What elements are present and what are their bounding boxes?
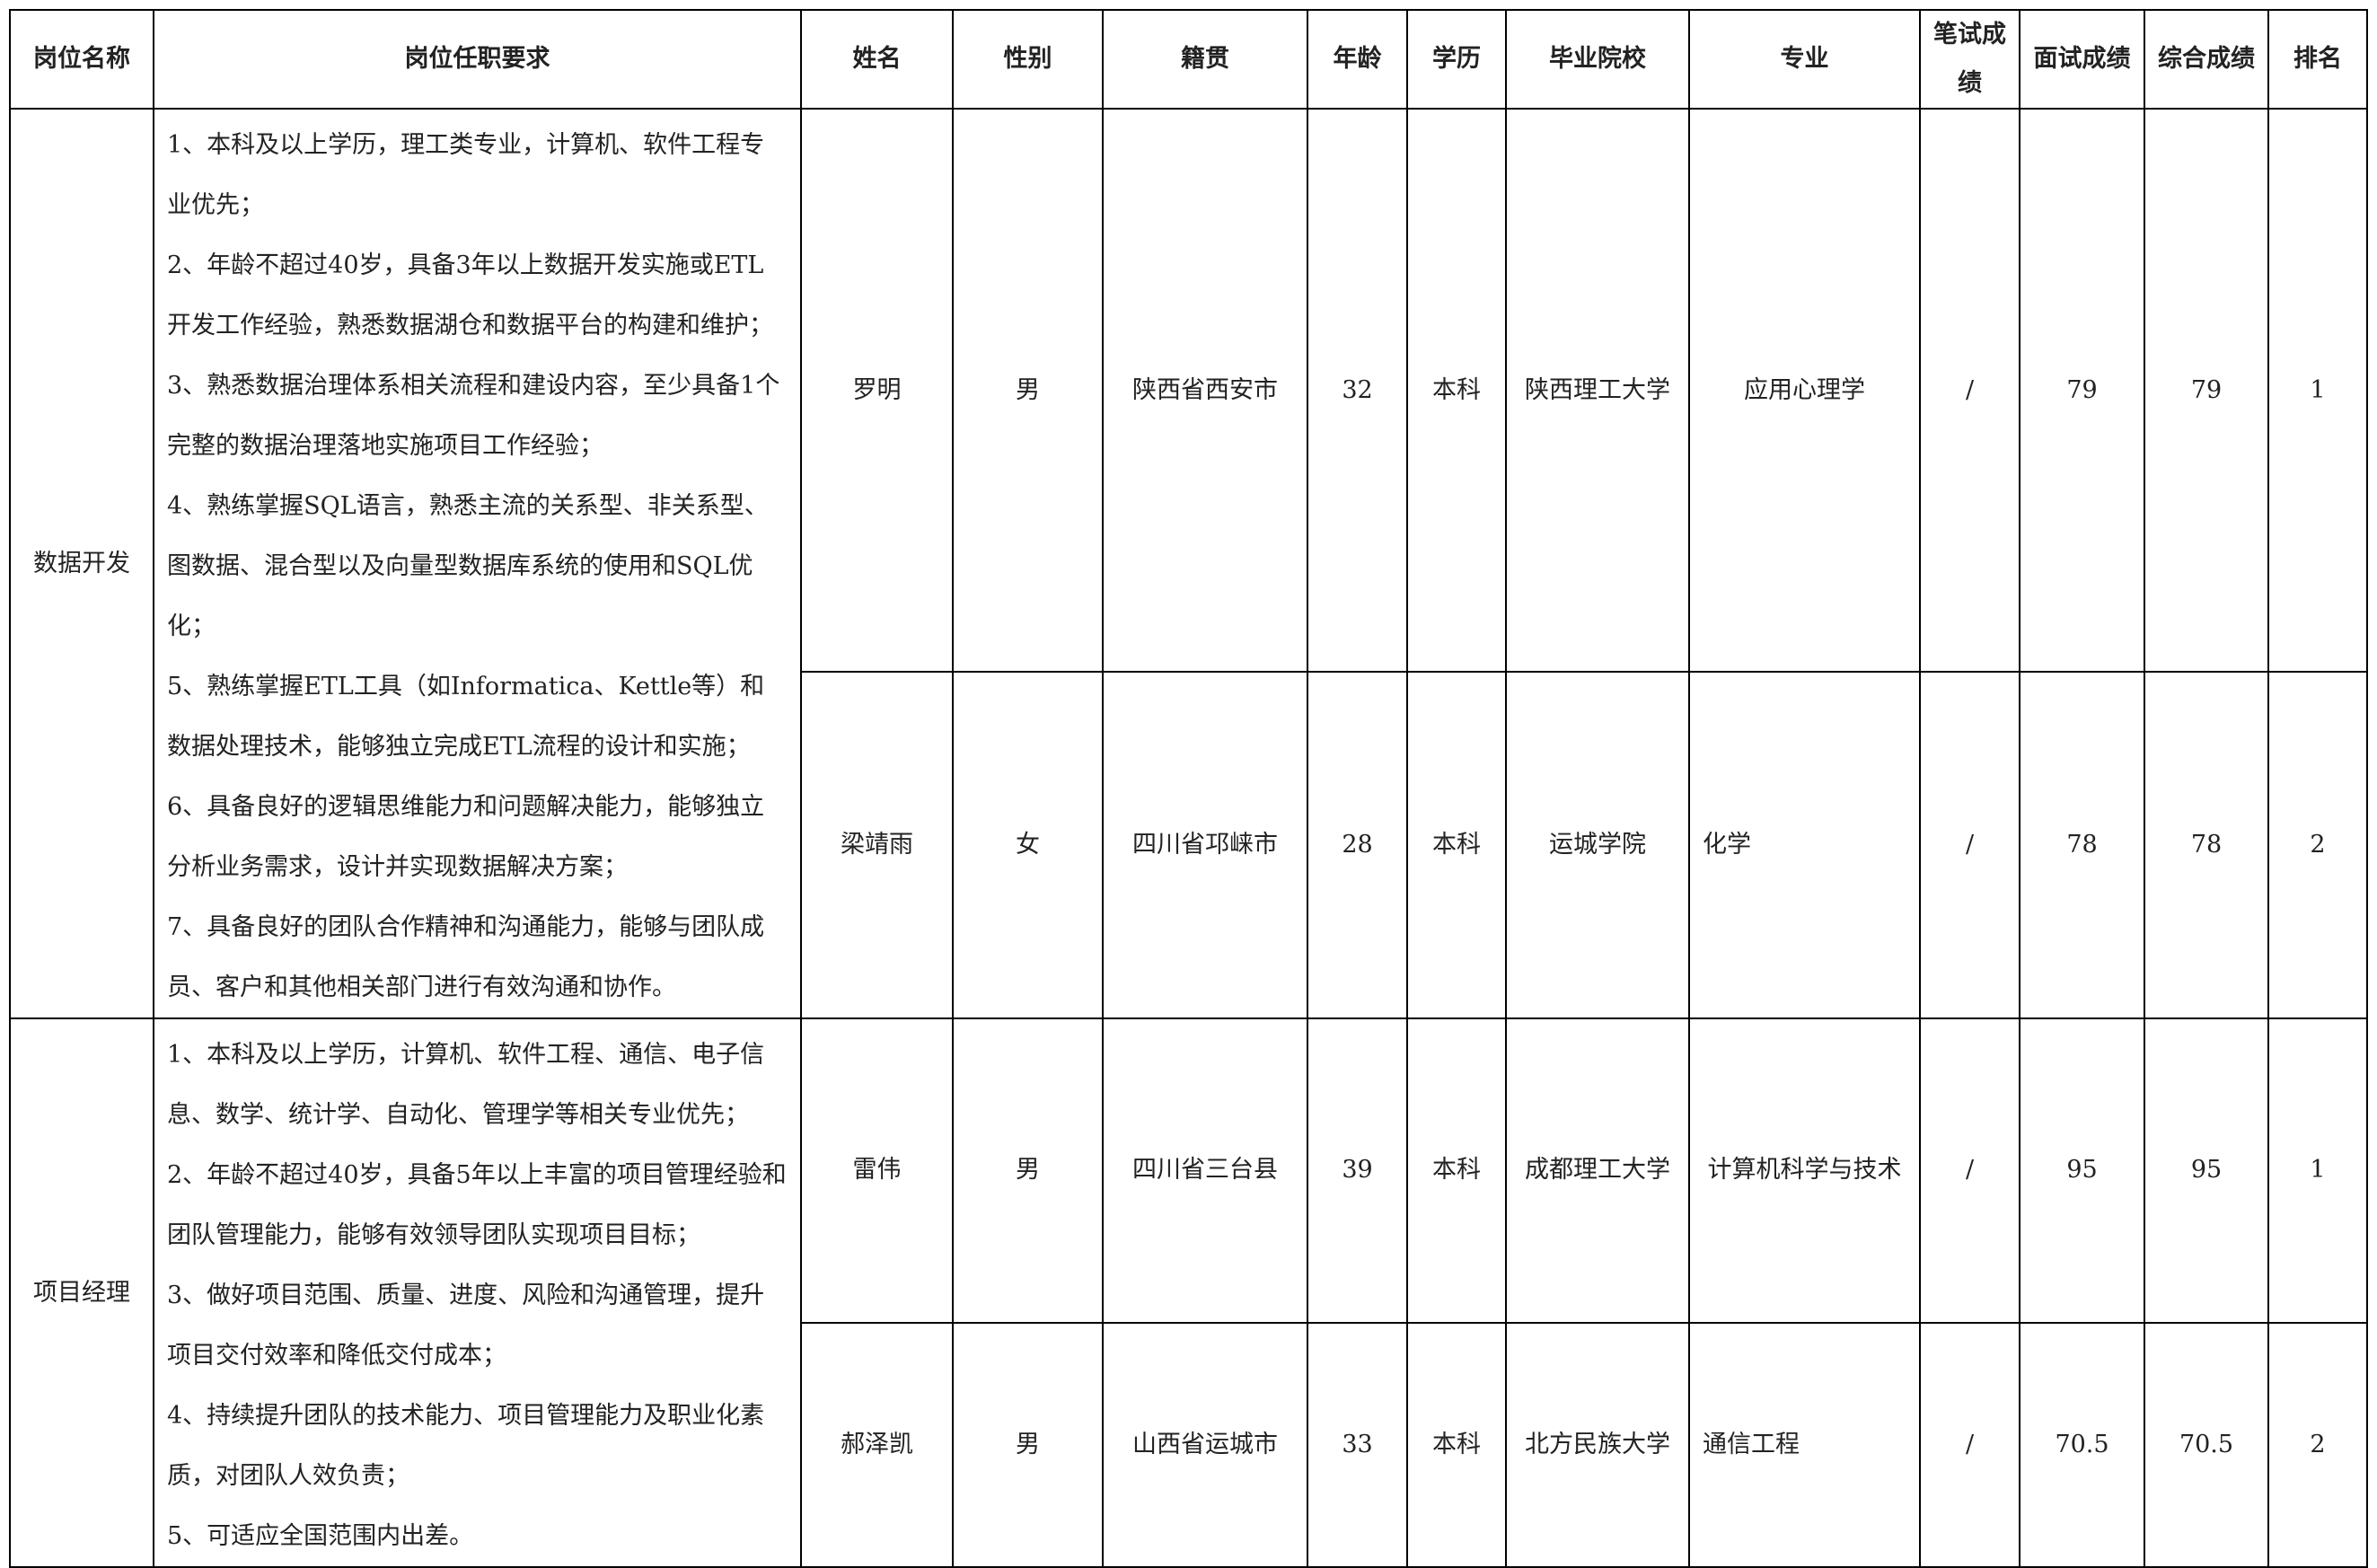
requirement-item: 7、具备良好的团队合作精神和沟通能力，能够与团队成员、客户和其他相关部门进行有效…: [167, 913, 765, 1001]
candidate-rank: 1: [2267, 1017, 2368, 1324]
requirement-item: 5、可适应全国范围内出差。: [167, 1522, 474, 1550]
candidate-major: 计算机科学与技术: [1688, 1017, 1921, 1324]
header-written-score: 笔试成绩: [1919, 9, 2020, 110]
candidate-age: 39: [1307, 1017, 1408, 1324]
header-position: 岗位名称: [9, 9, 154, 110]
candidate-name: 罗明: [800, 107, 954, 674]
candidate-gender: 男: [952, 1321, 1104, 1568]
candidate-gender: 女: [952, 671, 1104, 1019]
table-row: 梁靖雨 女 四川省邛崃市 28 本科 运城学院 化学 / 78 78 2: [10, 671, 2368, 1019]
candidate-gender: 男: [952, 1017, 1104, 1324]
requirement-item: 2、年龄不超过40岁，具备3年以上数据开发实施或ETL开发工作经验，熟悉数据湖仓…: [167, 251, 773, 339]
header-age: 年龄: [1307, 9, 1408, 110]
candidate-education: 本科: [1406, 671, 1507, 1019]
candidate-rank: 2: [2267, 1321, 2368, 1568]
requirement-item: 1、本科及以上学历，理工类专业，计算机、软件工程专业优先；: [167, 131, 765, 219]
candidate-name: 梁靖雨: [800, 671, 954, 1019]
position-requirements: 1、本科及以上学历，计算机、软件工程、通信、电子信息、数学、统计学、自动化、管理…: [153, 1017, 802, 1568]
header-name: 姓名: [800, 9, 954, 110]
candidate-education: 本科: [1406, 1321, 1507, 1568]
candidate-total-score: 78: [2144, 671, 2269, 1019]
header-rank: 排名: [2267, 9, 2368, 110]
candidate-interview-score: 70.5: [2019, 1321, 2145, 1568]
candidate-origin: 陕西省西安市: [1102, 107, 1308, 674]
header-total-score: 综合成绩: [2144, 9, 2269, 110]
candidate-total-score: 70.5: [2144, 1321, 2269, 1568]
candidate-name: 郝泽凯: [800, 1321, 954, 1568]
position-name: 数据开发: [9, 108, 154, 1019]
header-row: 岗位名称 岗位任职要求 姓名 性别 籍贯 年龄 学历 毕业院校 专业 笔试成绩 …: [9, 9, 2368, 110]
candidate-age: 33: [1307, 1321, 1408, 1568]
candidate-gender: 男: [952, 107, 1104, 674]
candidate-total-score: 79: [2144, 107, 2269, 674]
candidate-rank: 2: [2267, 671, 2368, 1019]
candidate-origin: 山西省运城市: [1102, 1321, 1308, 1568]
candidate-major: 应用心理学: [1688, 107, 1921, 674]
candidate-school: 北方民族大学: [1505, 1321, 1690, 1568]
header-interview-score: 面试成绩: [2019, 9, 2145, 110]
requirement-item: 5、熟练掌握ETL工具（如Informatica、Kettle等）和数据处理技术…: [167, 673, 765, 761]
requirement-item: 3、熟悉数据治理体系相关流程和建设内容，至少具备1个完整的数据治理落地实施项目工…: [167, 372, 780, 460]
candidate-interview-score: 78: [2019, 671, 2145, 1019]
requirement-item: 1、本科及以上学历，计算机、软件工程、通信、电子信息、数学、统计学、自动化、管理…: [167, 1041, 765, 1129]
candidate-interview-score: 79: [2019, 107, 2145, 674]
position-name: 项目经理: [9, 1017, 154, 1568]
requirement-item: 3、做好项目范围、质量、进度、风险和沟通管理，提升项目交付效率和降低交付成本；: [167, 1282, 765, 1370]
candidate-results-table: 岗位名称 岗位任职要求 姓名 性别 籍贯 年龄 学历 毕业院校 专业 笔试成绩 …: [9, 9, 2368, 1568]
candidate-rank: 1: [2267, 107, 2368, 674]
header-school: 毕业院校: [1505, 9, 1690, 110]
requirement-item: 4、熟练掌握SQL语言，熟悉主流的关系型、非关系型、图数据、混合型以及向量型数据…: [167, 492, 769, 640]
candidate-total-score: 95: [2144, 1017, 2269, 1324]
candidate-major: 通信工程: [1688, 1321, 1921, 1568]
candidate-school: 陕西理工大学: [1505, 107, 1690, 674]
requirement-item: 4、持续提升团队的技术能力、项目管理能力及职业化素质，对团队人效负责；: [167, 1402, 765, 1490]
candidate-written-score: /: [1919, 1017, 2020, 1324]
table-row: 项目经理 1、本科及以上学历，计算机、软件工程、通信、电子信息、数学、统计学、自…: [9, 1017, 2368, 1568]
candidate-origin: 四川省三台县: [1102, 1017, 1308, 1324]
candidate-major: 化学: [1688, 671, 1921, 1019]
header-requirements: 岗位任职要求: [153, 9, 802, 110]
table-row: 数据开发 1、本科及以上学历，理工类专业，计算机、软件工程专业优先； 2、年龄不…: [9, 107, 2368, 1019]
candidate-age: 32: [1307, 107, 1408, 674]
candidate-age: 28: [1307, 671, 1408, 1019]
requirement-item: 2、年龄不超过40岁，具备5年以上丰富的项目管理经验和团队管理能力，能够有效领导…: [167, 1161, 787, 1249]
header-origin: 籍贯: [1102, 9, 1308, 110]
candidate-school: 成都理工大学: [1505, 1017, 1690, 1324]
candidate-origin: 四川省邛崃市: [1102, 671, 1308, 1019]
candidate-education: 本科: [1406, 1017, 1507, 1324]
candidate-education: 本科: [1406, 107, 1507, 674]
header-major: 专业: [1688, 9, 1921, 110]
requirement-item: 6、具备良好的逻辑思维能力和问题解决能力，能够独立分析业务需求，设计并实现数据解…: [167, 793, 765, 881]
candidate-name: 雷伟: [800, 1017, 954, 1324]
position-requirements: 1、本科及以上学历，理工类专业，计算机、软件工程专业优先； 2、年龄不超过40岁…: [153, 108, 802, 1019]
candidate-written-score: /: [1919, 671, 2020, 1019]
candidate-written-score: /: [1919, 107, 2020, 674]
candidate-interview-score: 95: [2019, 1017, 2145, 1324]
header-gender: 性别: [952, 9, 1104, 110]
header-education: 学历: [1406, 9, 1507, 110]
table-row: 郝泽凯 男 山西省运城市 33 本科 北方民族大学 通信工程 / 70.5 70…: [10, 1321, 2368, 1568]
candidate-school: 运城学院: [1505, 671, 1690, 1019]
candidate-written-score: /: [1919, 1321, 2020, 1568]
